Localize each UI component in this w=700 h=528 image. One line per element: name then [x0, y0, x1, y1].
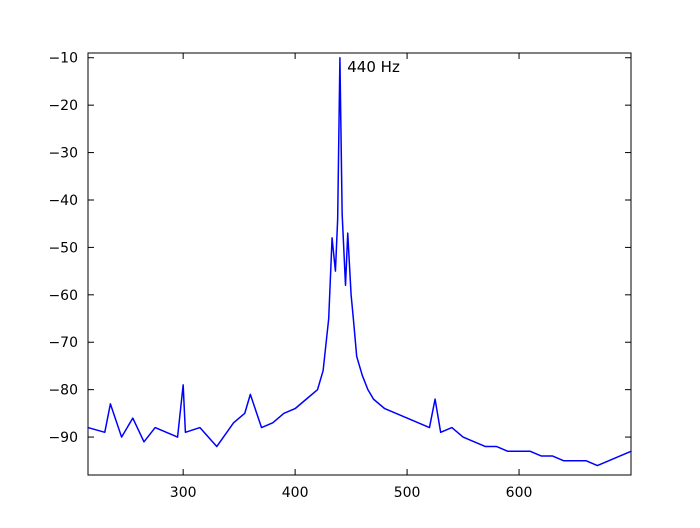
x-tick-label-500: 500	[394, 485, 421, 501]
x-tick-label-400: 400	[282, 485, 309, 501]
y-tick-label--40: −40	[48, 193, 78, 209]
y-tick-label--70: −70	[48, 335, 78, 351]
spectrum-line	[87, 56, 632, 467]
y-tick-label--80: −80	[48, 383, 78, 399]
y-tick-label--20: −20	[48, 98, 78, 114]
plot-frame	[87, 52, 632, 476]
annotation-1: 440 Hz	[347, 58, 400, 76]
x-tick-label-600: 600	[506, 485, 533, 501]
y-tick-label--30: −30	[48, 146, 78, 162]
x-tick-label-300: 300	[170, 485, 197, 501]
y-tick-label--90: −90	[48, 430, 78, 446]
y-tick-label--10: −10	[48, 51, 78, 67]
y-tick-label--60: −60	[48, 288, 78, 304]
y-tick-label--50: −50	[48, 240, 78, 256]
